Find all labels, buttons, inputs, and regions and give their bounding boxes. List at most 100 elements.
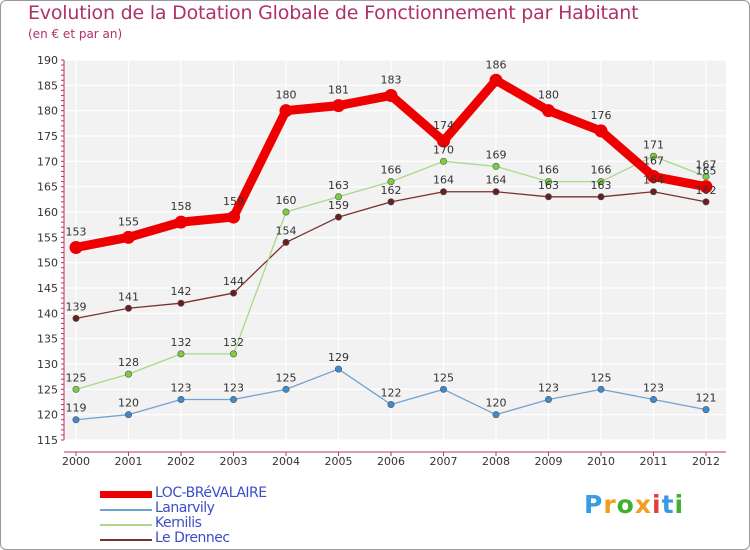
series-point-3 [702, 198, 710, 206]
legend-swatch-lanarvily [100, 509, 152, 511]
data-label-0: 180 [538, 89, 559, 102]
x-tick-label: 2012 [692, 455, 720, 468]
y-tick-label: 145 [37, 282, 58, 295]
data-label-1: 120 [486, 397, 507, 410]
data-label-1: 123 [643, 381, 664, 394]
series-point-0 [279, 104, 293, 118]
data-label-1: 125 [591, 371, 612, 384]
series-point-3 [72, 314, 80, 322]
data-label-1: 129 [328, 351, 349, 364]
logo-letter: i [652, 490, 662, 519]
y-tick-label: 180 [37, 105, 58, 118]
data-label-2: 166 [538, 164, 559, 177]
series-point-1 [597, 385, 605, 393]
data-label-2: 128 [118, 356, 139, 369]
chart-subtitle: (en € et par an) [28, 27, 123, 41]
data-label-3: 162 [381, 184, 402, 197]
data-label-0: 174 [433, 119, 454, 132]
y-tick-label: 175 [37, 130, 58, 143]
series-point-1 [492, 411, 500, 419]
data-label-3: 164 [486, 174, 507, 187]
legend-item-le-drennec[interactable]: Le Drennec [100, 530, 360, 547]
series-point-0 [174, 215, 188, 229]
series-point-0 [122, 230, 135, 244]
series-point-3 [230, 289, 238, 297]
y-tick-label: 160 [37, 206, 58, 219]
series-point-1 [177, 395, 185, 403]
series-point-3 [439, 188, 447, 196]
series-point-0 [594, 124, 608, 138]
data-label-1: 123 [538, 381, 559, 394]
data-label-2: 170 [433, 143, 454, 156]
data-label-2: 171 [643, 138, 664, 151]
series-point-3 [177, 299, 185, 307]
data-label-0: 181 [328, 84, 349, 97]
y-tick-label: 155 [37, 231, 58, 244]
series-point-1 [649, 395, 657, 403]
data-label-0: 167 [643, 155, 664, 168]
y-tick-label: 165 [37, 181, 58, 194]
series-point-0 [437, 134, 450, 148]
series-point-1 [439, 385, 447, 393]
logo-letter: o [616, 490, 635, 519]
x-tick-label: 2001 [115, 455, 143, 468]
data-label-1: 120 [118, 397, 139, 410]
series-point-1 [230, 395, 238, 403]
x-tick-label: 2002 [167, 455, 195, 468]
series-point-1 [72, 416, 80, 424]
series-point-2 [125, 370, 133, 378]
legend-item-kernilis[interactable]: Kernilis [100, 515, 360, 532]
x-tick-label: 2004 [272, 455, 300, 468]
series-point-2 [597, 178, 605, 186]
series-point-3 [334, 213, 342, 221]
x-tick-label: 2000 [62, 455, 90, 468]
series-point-0 [647, 170, 660, 184]
data-label-3: 163 [591, 179, 612, 192]
legend-item-lanarvily[interactable]: Lanarvily [100, 500, 360, 517]
y-tick-label: 185 [37, 79, 58, 92]
data-label-0: 153 [66, 225, 87, 238]
legend-swatch-kernilis [100, 524, 152, 526]
series-point-0 [699, 180, 713, 194]
series-point-2 [334, 193, 342, 201]
data-label-2: 166 [591, 164, 612, 177]
y-tick-label: 150 [37, 257, 58, 270]
data-label-3: 154 [276, 224, 297, 237]
series-point-2 [387, 178, 395, 186]
y-tick-label: 135 [37, 333, 58, 346]
data-label-0: 183 [381, 73, 402, 86]
legend-swatch-le-drennec [100, 539, 152, 541]
series-point-2 [230, 350, 238, 358]
x-tick-label: 2010 [587, 455, 615, 468]
x-tick-label: 2009 [535, 455, 563, 468]
data-label-2: 166 [381, 164, 402, 177]
series-point-1 [282, 385, 290, 393]
logo-letter: i [674, 490, 685, 519]
series-point-2 [492, 162, 500, 170]
series-point-3 [282, 238, 290, 246]
x-tick-label: 2003 [220, 455, 248, 468]
y-tick-label: 170 [37, 155, 58, 168]
data-label-0: 186 [486, 58, 507, 71]
data-label-3: 159 [328, 199, 349, 212]
legend-item-loc-brevalaire[interactable]: LOC-BRéVALAIRE [100, 485, 360, 502]
legend-label-kernilis: Kernilis [155, 515, 202, 531]
y-tick-label: 115 [37, 434, 58, 447]
data-label-1: 125 [433, 371, 454, 384]
data-label-0: 155 [118, 215, 139, 228]
data-label-3: 163 [538, 179, 559, 192]
series-point-0 [542, 104, 555, 118]
legend-label-lanarvily: Lanarvily [155, 500, 215, 516]
data-label-2: 167 [696, 159, 717, 172]
series-point-3 [125, 304, 133, 312]
data-label-0: 180 [276, 89, 297, 102]
y-tick-label: 190 [37, 54, 58, 67]
series-point-3 [544, 193, 552, 201]
x-tick-label: 2005 [325, 455, 353, 468]
series-point-3 [387, 198, 395, 206]
data-label-0: 165 [696, 165, 717, 178]
series-point-2 [177, 350, 185, 358]
y-tick-label: 125 [37, 383, 58, 396]
series-point-1 [544, 395, 552, 403]
